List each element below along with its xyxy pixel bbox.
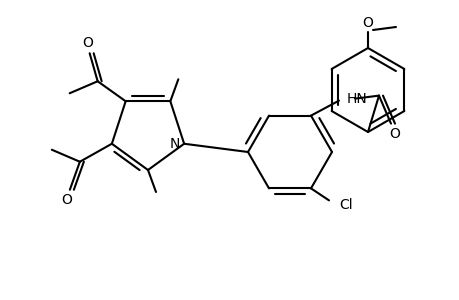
Text: N: N — [169, 137, 180, 151]
Text: O: O — [82, 36, 93, 50]
Text: O: O — [62, 193, 72, 207]
Text: HN: HN — [346, 92, 367, 106]
Text: Cl: Cl — [338, 198, 352, 212]
Text: O: O — [362, 16, 373, 30]
Text: O: O — [389, 127, 400, 141]
